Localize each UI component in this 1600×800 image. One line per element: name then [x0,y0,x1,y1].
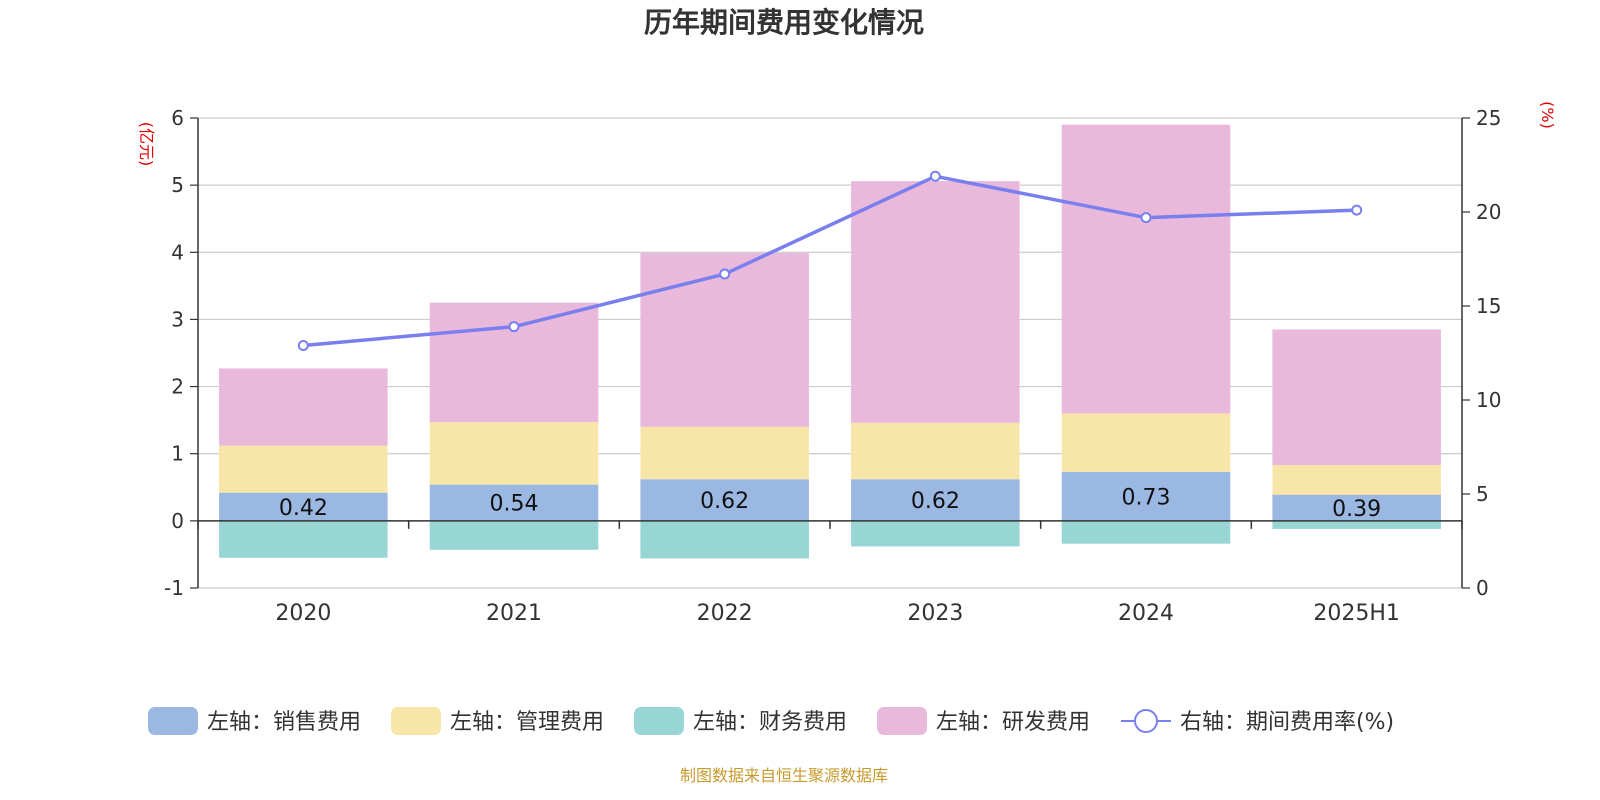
left-tick-label: 0 [171,509,184,533]
bar-data-label: 0.62 [911,489,960,514]
bar-segment [851,479,1020,521]
bar-data-label: 0.42 [279,496,328,521]
legend-label: 左轴：财务费用 [693,710,847,735]
left-axis-unit: (亿元) [137,122,156,167]
legend-label: 左轴：管理费用 [450,710,604,735]
left-tick-label: 3 [171,307,184,331]
right-tick-label: 25 [1476,106,1501,130]
x-tick-label: 2020 [275,601,331,626]
rate-point [1351,204,1363,216]
legend-swatch [634,707,684,735]
bar-segment [1061,413,1231,472]
bar-segment [429,484,599,521]
legend-label: 右轴：期间费用率(%) [1180,710,1394,735]
legend-label: 左轴：研发费用 [936,710,1090,735]
bar-data-label: 0.62 [700,489,749,514]
bar-segment [851,181,1020,423]
rate-point [1140,212,1152,224]
bar-segment [219,520,388,558]
x-tick-label: 2022 [697,601,753,626]
rate-line [303,174,1357,348]
bar-segment [429,520,599,550]
left-tick-label: 2 [171,375,184,399]
bar-segment [1061,471,1231,521]
rate-point [719,268,731,280]
x-tick-label: 2021 [486,601,542,626]
x-tick-label: 2024 [1118,601,1174,626]
right-tick-label: 20 [1476,200,1501,224]
rate-point [297,339,309,351]
legend-swatch [877,707,927,735]
bar-segment [1272,520,1441,529]
legend-label: 左轴：销售费用 [207,710,361,735]
chart-title: 历年期间费用变化情况 [644,6,924,39]
bar-data-label: 0.54 [490,492,539,517]
source-note: 制图数据来自恒生聚源数据库 [680,766,888,785]
bar-segment [429,422,599,485]
left-tick-label: 1 [171,442,184,466]
right-tick-label: 10 [1476,388,1501,412]
right-tick-label: 15 [1476,294,1501,318]
right-axis-unit: (%) [1538,101,1557,129]
bar-data-label: 0.39 [1332,497,1381,522]
rate-point [929,170,941,182]
bars [219,124,1441,559]
legend-marker [1134,709,1158,733]
rate-point [508,321,520,333]
bar-segment [1061,124,1231,414]
bar-segment [851,520,1020,547]
legend-swatch [391,707,441,735]
left-tick-label: 5 [171,173,184,197]
right-tick-label: 5 [1476,482,1489,506]
bar-data-label: 0.73 [1122,485,1171,510]
bar-segment [640,426,809,480]
bar-segment [429,302,599,423]
legend-swatch [148,707,198,735]
bar-segment [1272,465,1441,495]
bar-segment [219,492,388,521]
x-tick-label: 2025H1 [1313,601,1400,626]
bar-segment [640,479,809,521]
left-tick-label: -1 [164,576,184,600]
bar-segment [640,520,809,559]
right-tick-label: 0 [1476,576,1489,600]
bar-segment [219,445,388,493]
bar-segment [1061,520,1231,544]
legend: 左轴：销售费用 左轴：管理费用 左轴：财务费用 左轴：研发费用 右轴：期间费用率(%) [148,707,1394,735]
bar-segment [1272,329,1441,466]
expense-rate-line [297,170,1363,351]
axes: -1 0 1 2 3 4 5 6 0 5 10 15 20 25 2020 2021 2022 2023 2024 2… [164,106,1501,626]
data-labels: 0.42 0.54 0.62 0.62 0.73 0.39 [279,485,1381,521]
left-tick-label: 4 [171,240,184,264]
bar-segment [1272,494,1441,521]
left-tick-label: 6 [171,106,184,130]
bar-segment [219,368,388,446]
bar-segment [640,252,809,427]
bar-segment [851,422,1020,480]
x-tick-label: 2023 [907,601,963,626]
